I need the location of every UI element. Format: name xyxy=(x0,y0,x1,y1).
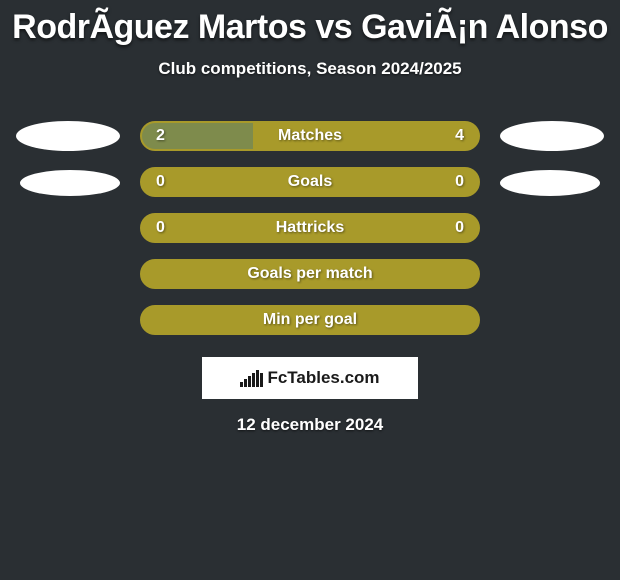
page-title: RodrÃ­guez Martos vs GaviÃ¡n Alonso xyxy=(0,0,620,47)
page-date: 12 december 2024 xyxy=(0,415,620,435)
footer-logo: FcTables.com xyxy=(202,357,418,399)
icon-bar xyxy=(260,373,263,387)
player-left-ellipse xyxy=(16,121,120,151)
stat-label: Goals xyxy=(142,169,478,195)
icon-bar xyxy=(256,370,259,387)
stat-bar: Min per goal xyxy=(140,305,480,335)
stat-bar: 00Goals xyxy=(140,167,480,197)
chart-bars-icon xyxy=(240,369,263,387)
icon-bar xyxy=(252,373,255,387)
stat-row: 24Matches xyxy=(0,113,620,159)
comparison-rows: 24Matches 00Goals 00Hattricks Goals per mat… xyxy=(0,113,620,343)
icon-bar xyxy=(240,382,243,387)
stat-bar: 24Matches xyxy=(140,121,480,151)
stat-row: Min per goal xyxy=(0,297,620,343)
icon-bar xyxy=(248,376,251,387)
stat-row: Goals per match xyxy=(0,251,620,297)
stat-label: Matches xyxy=(142,123,478,149)
stat-label: Min per goal xyxy=(142,307,478,333)
page-subtitle: Club competitions, Season 2024/2025 xyxy=(0,59,620,79)
stat-bar: 00Hattricks xyxy=(140,213,480,243)
stat-label: Hattricks xyxy=(142,215,478,241)
stat-row: 00Hattricks xyxy=(0,205,620,251)
footer-brand-text: FcTables.com xyxy=(267,368,379,388)
stat-bar: Goals per match xyxy=(140,259,480,289)
player-left-ellipse xyxy=(20,170,120,196)
player-right-ellipse xyxy=(500,121,604,151)
stat-row: 00Goals xyxy=(0,159,620,205)
player-right-ellipse xyxy=(500,170,600,196)
icon-bar xyxy=(244,379,247,387)
stat-label: Goals per match xyxy=(142,261,478,287)
